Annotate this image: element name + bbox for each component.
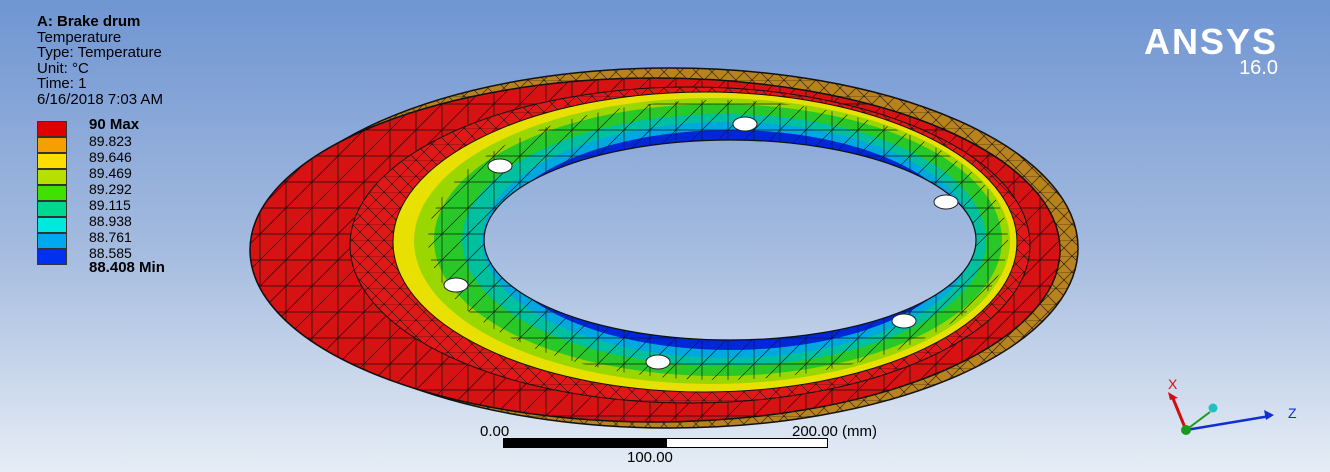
legend-level-label: 89.646	[89, 149, 132, 165]
bolt-hole	[891, 313, 917, 329]
legend-band	[37, 217, 237, 233]
center-bore	[483, 139, 977, 341]
bolt-hole	[443, 277, 469, 293]
result-date: 6/16/2018 7:03 AM	[37, 90, 163, 108]
result-name: Temperature	[37, 28, 122, 46]
bolt-hole	[732, 116, 758, 132]
legend-level-label: 88.761	[89, 229, 132, 245]
logo-version: 16.0	[1239, 57, 1278, 79]
legend-band	[37, 249, 237, 265]
bolt-hole	[487, 158, 513, 174]
axis-triad[interactable]: X Z	[1150, 370, 1310, 450]
legend-level-label: 89.823	[89, 133, 132, 149]
legend-band	[37, 233, 237, 249]
triad-x-label: X	[1168, 376, 1178, 392]
scale-right-label: 200.00 (mm)	[792, 423, 878, 440]
scale-bar: 0.00 200.00 (mm) 100.00	[470, 423, 890, 470]
scale-left-label: 0.00	[480, 423, 510, 440]
legend-max-label: 90 Max	[89, 116, 140, 133]
scale-bar-white	[666, 438, 828, 448]
logo-brand: ANSYS	[1143, 21, 1278, 62]
triad-z-label: Z	[1288, 405, 1297, 421]
legend-min-label: 88.408 Min	[89, 259, 165, 276]
legend-level-label: 89.115	[89, 197, 131, 213]
legend-level-label: 89.469	[89, 165, 132, 181]
legend-band	[37, 153, 237, 169]
legend-level-label: 88.585	[89, 245, 132, 261]
legend-level-label: 88.938	[89, 213, 132, 229]
legend-level-label: 89.292	[89, 181, 132, 197]
analysis-title: A: Brake drum	[37, 13, 141, 30]
result-type: Type: Temperature	[37, 44, 162, 61]
legend-band	[37, 121, 237, 137]
result-info: A: Brake drum Temperature Type: Temperat…	[37, 14, 163, 107]
ansys-logo: ANSYS 16.0	[1082, 21, 1278, 79]
result-unit: Unit: °C	[37, 59, 89, 77]
scale-mid-label: 100.00	[627, 449, 673, 466]
legend-band	[37, 137, 237, 153]
bolt-hole	[933, 194, 959, 210]
bolt-hole	[645, 354, 671, 370]
legend-band	[37, 169, 237, 185]
scale-bar-black	[503, 438, 667, 448]
result-time: Time: 1	[37, 75, 87, 92]
legend-band	[37, 185, 237, 201]
legend-band	[37, 201, 237, 217]
